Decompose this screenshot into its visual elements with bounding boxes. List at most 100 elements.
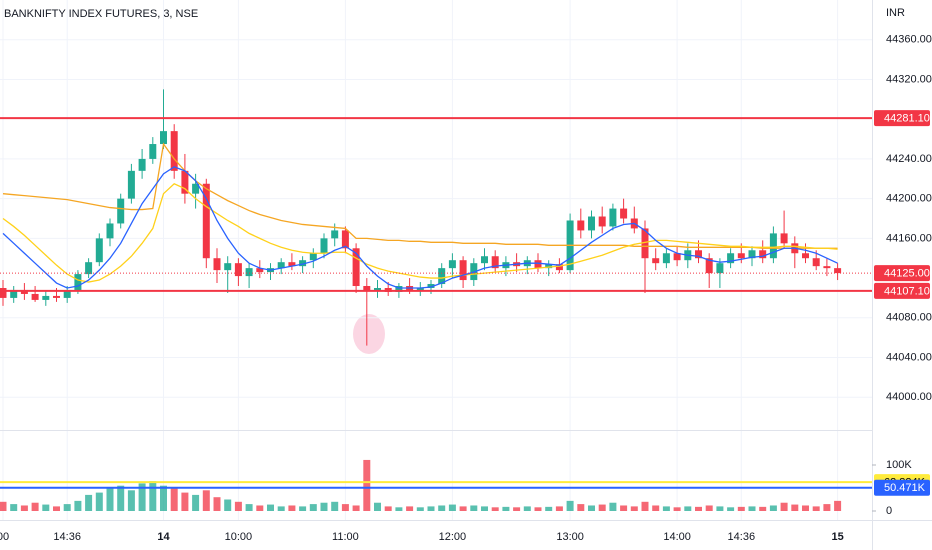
candle-body [834, 268, 842, 274]
volume-bar [662, 506, 670, 511]
candle-body [106, 223, 114, 239]
hline-label: 44107.10 [884, 285, 930, 297]
candle-body [309, 253, 317, 261]
volume-bar [759, 506, 767, 511]
volume-bar [438, 505, 446, 511]
volume-bar [363, 459, 371, 511]
candle-body [727, 253, 735, 264]
candle-body [170, 131, 178, 171]
candle-body [395, 286, 403, 292]
candle-body [716, 263, 724, 274]
candle-body [160, 131, 167, 145]
candle-body [748, 250, 756, 259]
candle-body [10, 289, 18, 298]
volume-bar [395, 507, 403, 511]
candle-body [245, 268, 253, 277]
volume-bar [716, 506, 724, 511]
candle-body [769, 233, 777, 259]
volume-bar [705, 505, 713, 511]
highlight-circle [353, 314, 385, 354]
candle-body [534, 260, 542, 269]
indicator-line [2, 142, 838, 249]
volume-bar [545, 506, 553, 511]
candle-body [416, 288, 424, 290]
volume-bar [106, 488, 114, 511]
volume-bar [117, 485, 125, 511]
candle-body [363, 286, 371, 290]
volume-bar [42, 504, 50, 511]
volume-bar [406, 506, 414, 511]
candle-body [74, 274, 82, 290]
volume-bar [459, 506, 467, 511]
x-tick-label: 12:00 [439, 531, 467, 543]
candle-body [812, 258, 820, 267]
volume-level-label-box [874, 479, 930, 496]
y-tick-label: 44040.00 [886, 351, 932, 363]
volume-bar [534, 507, 542, 511]
volume-bar [341, 504, 349, 511]
y-tick-label: 44160.00 [886, 232, 932, 244]
candle-body [31, 293, 39, 300]
candle-body [181, 170, 189, 194]
volume-bar [224, 499, 232, 511]
volume-bar [727, 507, 735, 511]
y-tick-label: 44000.00 [886, 391, 932, 403]
x-tick-label: 14:36 [53, 531, 81, 543]
volume-bar [748, 506, 756, 511]
candle-body [202, 183, 210, 259]
volume-bar [481, 506, 488, 511]
volume-bar [309, 504, 317, 511]
volume-bar [502, 506, 510, 511]
candle-body [652, 258, 660, 264]
volume-bar [245, 504, 253, 511]
volume-bar [630, 506, 638, 511]
volume-bar [331, 501, 339, 511]
candle-body [234, 263, 242, 277]
candle-body [192, 183, 200, 194]
candle-body [588, 216, 595, 231]
volume-bar [213, 497, 221, 511]
candle-body [481, 256, 488, 264]
x-tick-label: 14 [157, 531, 170, 543]
currency-label: INR [886, 7, 905, 19]
candle-body [224, 263, 232, 271]
candle-body [320, 238, 328, 254]
volume-level-label: 50.471K [884, 482, 926, 494]
candle-body [555, 264, 563, 271]
volume-bar [192, 494, 200, 511]
volume-bar [288, 505, 296, 511]
candle-body [545, 264, 553, 269]
volume-bar [127, 490, 135, 511]
candle-body [331, 230, 339, 239]
volume-bar [673, 507, 681, 511]
candle-body [85, 262, 93, 275]
candle-body [117, 198, 125, 224]
volume-bar [20, 505, 28, 511]
candle-body [438, 268, 446, 285]
volume-bar [85, 494, 93, 511]
volume-bar [277, 506, 285, 511]
volume-tick-label: 100K [886, 459, 912, 471]
last-price-label-box [874, 265, 930, 282]
volume-bar [802, 505, 809, 511]
chart-title: BANKNIFTY INDEX FUTURES, 3, NSE [4, 8, 198, 20]
volume-bar [523, 506, 531, 511]
volume-bar [160, 485, 167, 511]
volume-bar [641, 501, 649, 511]
volume-bar [0, 501, 7, 511]
candle-body [352, 248, 360, 287]
y-tick-label: 44240.00 [886, 153, 932, 165]
candle-body [662, 253, 670, 264]
volume-bar [416, 507, 424, 511]
volume-tick-label: 0 [886, 505, 892, 517]
candle-body [609, 208, 617, 227]
volume-bar [10, 504, 18, 511]
hline-label-box [874, 110, 930, 127]
volume-bar [791, 504, 799, 511]
y-tick-label: 44200.00 [886, 193, 932, 205]
candle-body [42, 295, 50, 300]
x-tick-label: 13:00 [556, 531, 584, 543]
candle-body [213, 258, 221, 271]
candle-body [673, 253, 681, 261]
